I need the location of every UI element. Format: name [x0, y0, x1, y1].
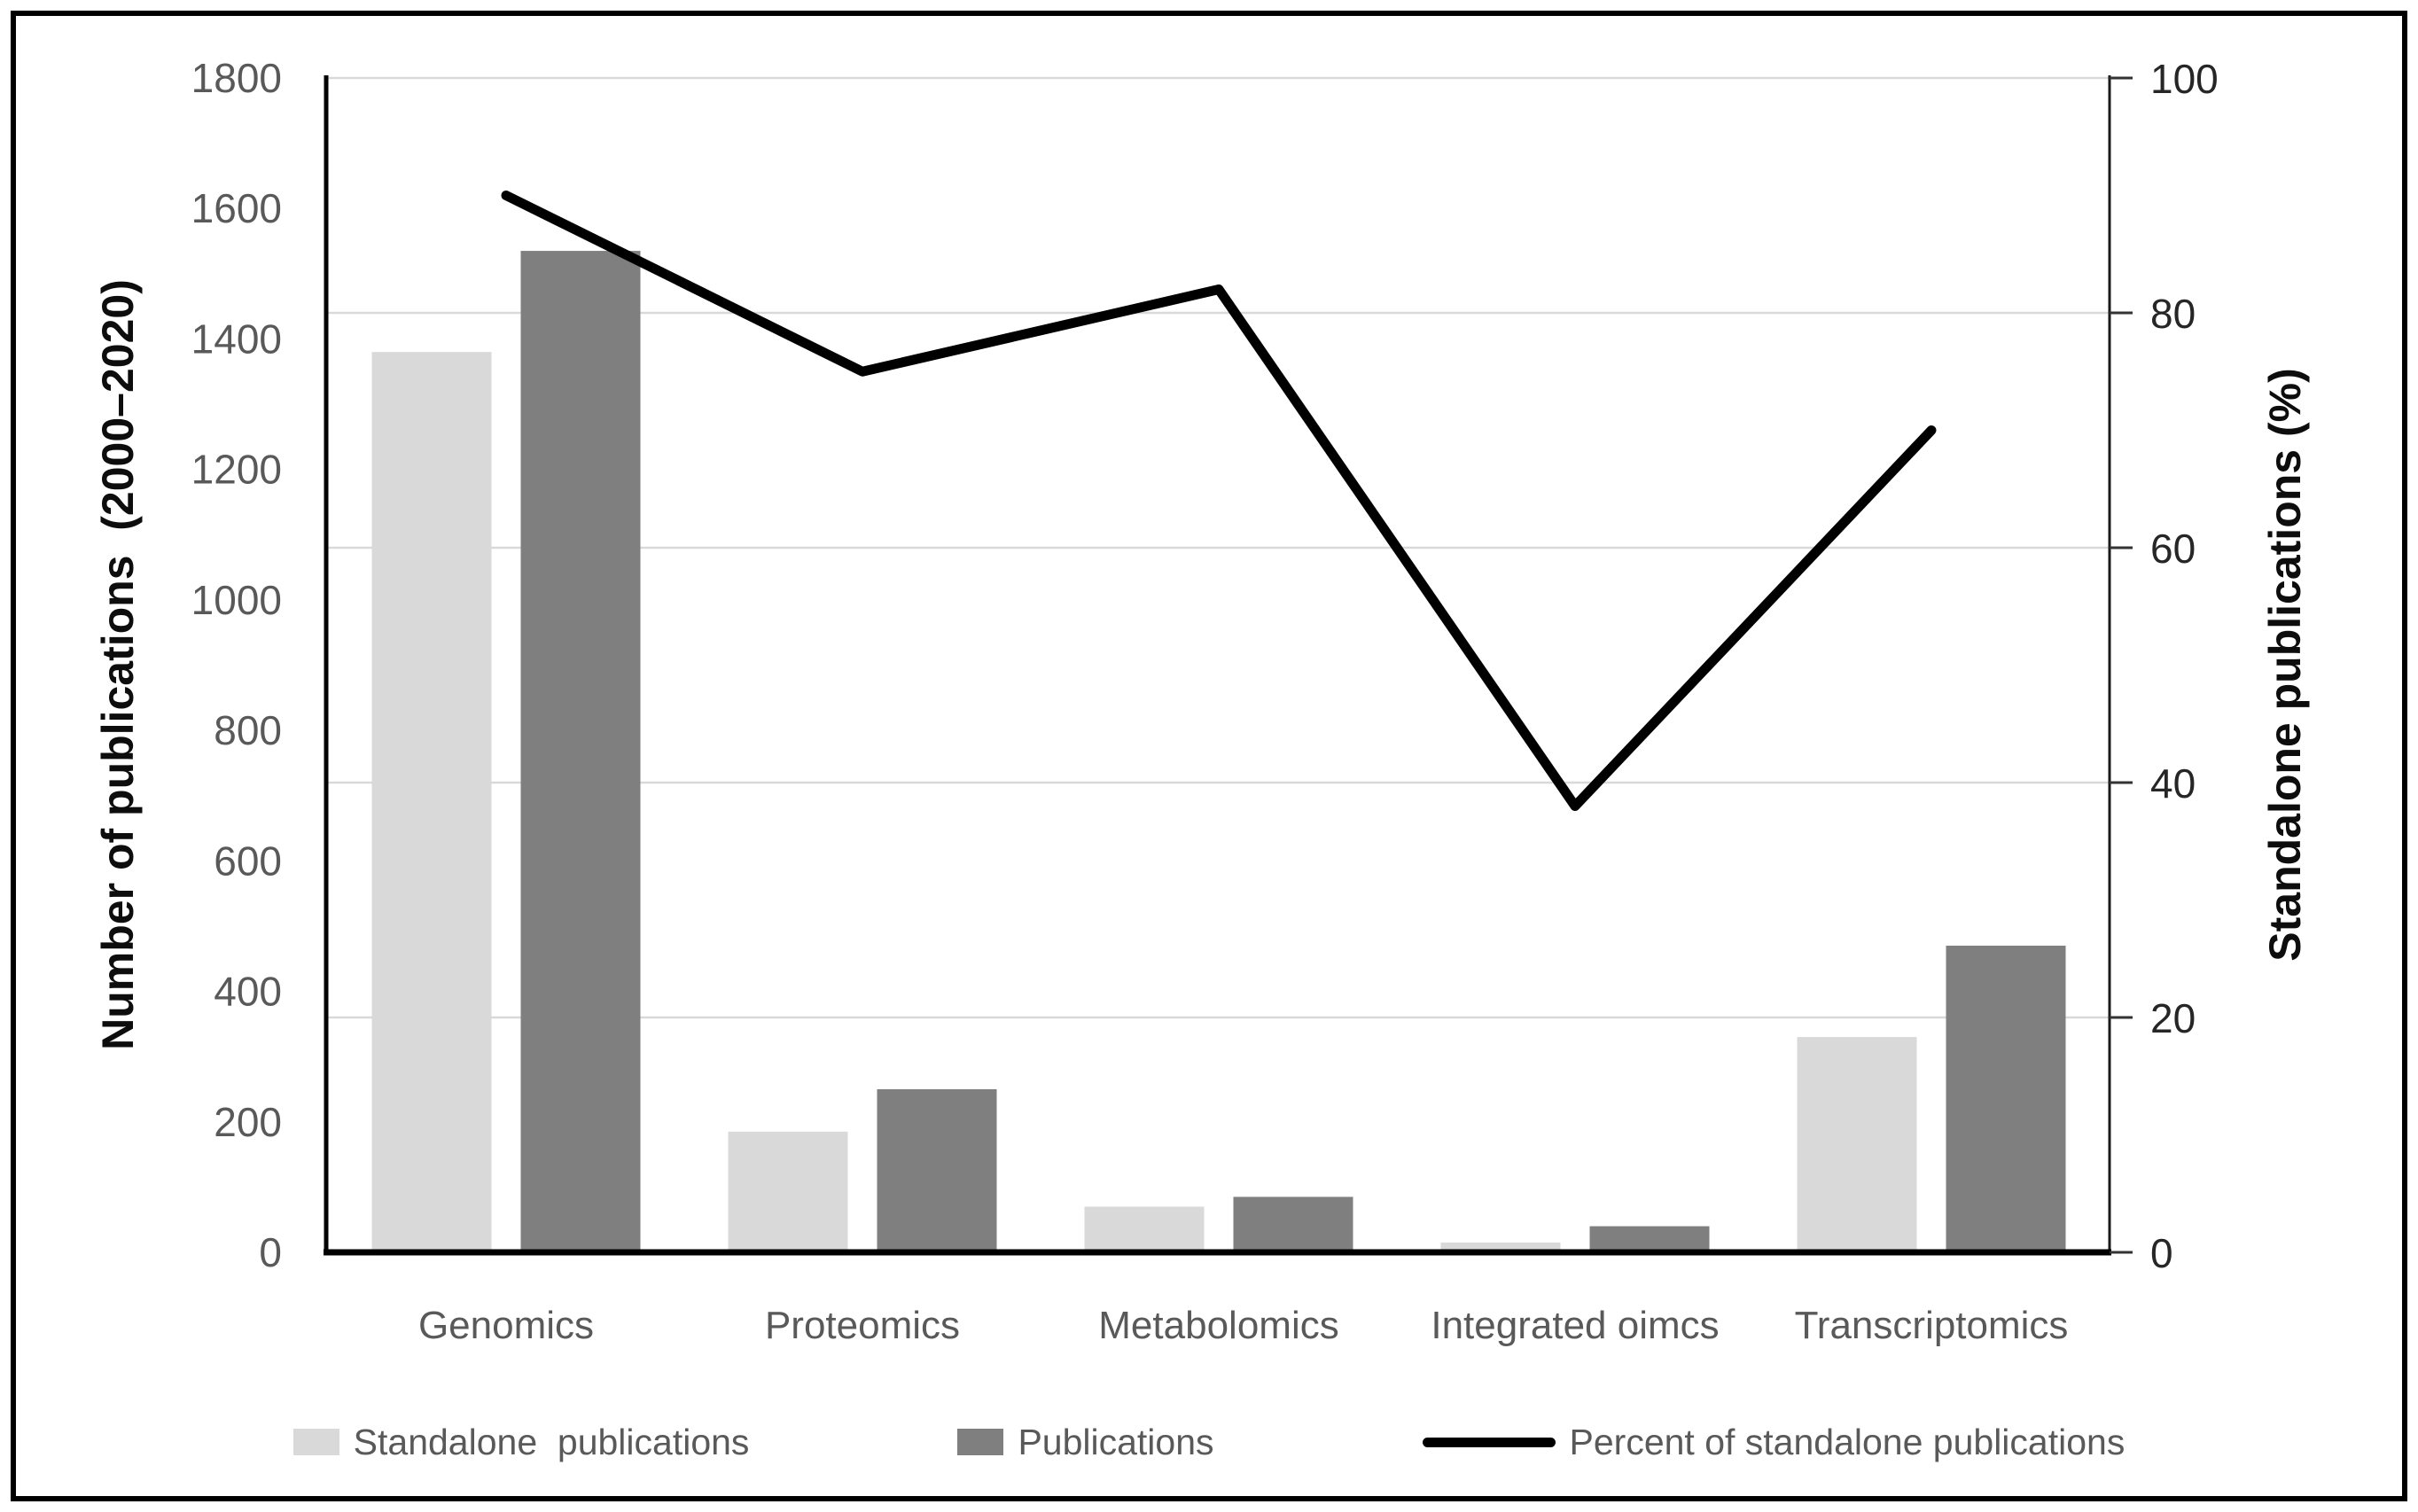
- left-tick-label: 1400: [191, 316, 282, 362]
- right-tick-label: 20: [2150, 995, 2196, 1041]
- line-marker-icon: [1422, 1437, 1556, 1447]
- right-tick-label: 100: [2150, 56, 2219, 102]
- category-label-2: Metabolomics: [1098, 1304, 1338, 1347]
- category-label-0: Genomics: [418, 1304, 594, 1347]
- legend-label: Percent of standalone publications: [1569, 1421, 2126, 1462]
- left-tick-label: 800: [214, 707, 282, 753]
- left-tick-label: 1200: [191, 447, 282, 493]
- right-tick-label: 0: [2150, 1230, 2173, 1276]
- category-label-1: Proteomics: [765, 1304, 960, 1347]
- left-tick-label: 1600: [191, 185, 282, 231]
- left-tick-label: 600: [214, 838, 282, 884]
- bar-standalone-4: [1797, 1037, 1917, 1252]
- percent-line: [501, 191, 1937, 811]
- left-tick-label: 0: [259, 1229, 282, 1275]
- bar-standalone-3: [1440, 1242, 1561, 1252]
- bar-standalone-1: [728, 1131, 848, 1252]
- right-tick-label: 80: [2150, 291, 2196, 337]
- right-axis-title: Standalone publications (%): [2260, 368, 2310, 962]
- legend-item-standalone: Standalone publications: [292, 1421, 750, 1463]
- category-label-3: Integrated oimcs: [1431, 1304, 1719, 1347]
- bar-publications-3: [1589, 1226, 1710, 1252]
- left-tick-label: 200: [214, 1099, 282, 1145]
- left-tick-label: 1800: [191, 55, 282, 101]
- bar-publications-4: [1946, 946, 2066, 1252]
- left-tick-label: 400: [214, 969, 282, 1015]
- bar-standalone-2: [1084, 1206, 1205, 1252]
- right-tick-label: 40: [2150, 760, 2196, 807]
- legend: Standalone publications Publications Per…: [177, 1411, 2241, 1473]
- category-label-4: Transcriptomics: [1795, 1304, 2069, 1347]
- bar-publications-1: [877, 1088, 997, 1252]
- left-tick-label: 1000: [191, 577, 282, 623]
- publications-swatch-icon: [957, 1429, 1004, 1455]
- legend-item-percent-line: Percent of standalone publications: [1422, 1421, 2126, 1463]
- legend-label: Publications: [1018, 1421, 1214, 1462]
- legend-label: Standalone publications: [353, 1421, 750, 1462]
- left-axis-title: Number of publications (2000–2020): [93, 279, 143, 1050]
- legend-item-publications: Publications: [957, 1421, 1214, 1463]
- bar-standalone-0: [371, 352, 492, 1253]
- standalone-swatch-icon: [292, 1429, 339, 1455]
- right-tick-label: 60: [2150, 526, 2196, 572]
- bar-publications-0: [520, 251, 641, 1252]
- bar-publications-2: [1233, 1196, 1353, 1252]
